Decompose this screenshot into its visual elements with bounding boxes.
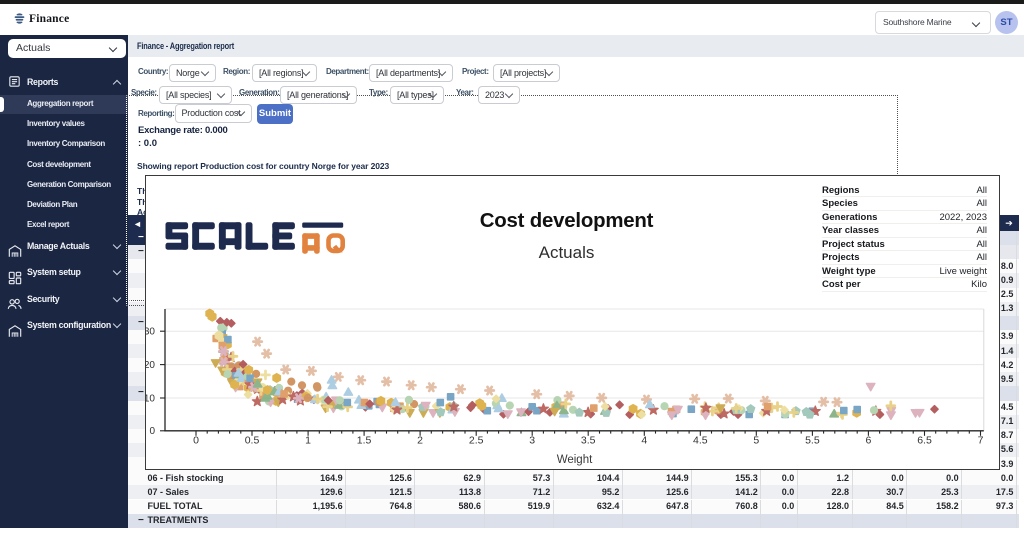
svg-text:0: 0 [193, 434, 199, 446]
svg-text:Weight: Weight [557, 454, 593, 466]
svg-text:2: 2 [417, 434, 423, 446]
svg-text:0: 0 [149, 426, 155, 437]
svg-text:3: 3 [529, 434, 535, 446]
svg-text:6.5: 6.5 [917, 434, 932, 446]
svg-text:3.5: 3.5 [581, 434, 596, 446]
svg-text:30: 30 [146, 326, 155, 337]
svg-text:4.5: 4.5 [693, 434, 708, 446]
svg-text:1: 1 [305, 434, 311, 446]
svg-text:6: 6 [865, 434, 871, 446]
svg-text:10: 10 [146, 393, 155, 404]
svg-text:2.5: 2.5 [469, 434, 484, 446]
svg-text:1.5: 1.5 [357, 434, 372, 446]
svg-text:20: 20 [146, 360, 155, 371]
svg-text:5.5: 5.5 [805, 434, 820, 446]
svg-text:4: 4 [641, 434, 647, 446]
svg-text:7: 7 [978, 434, 984, 446]
svg-text:0.5: 0.5 [245, 434, 260, 446]
svg-text:5: 5 [753, 434, 759, 446]
